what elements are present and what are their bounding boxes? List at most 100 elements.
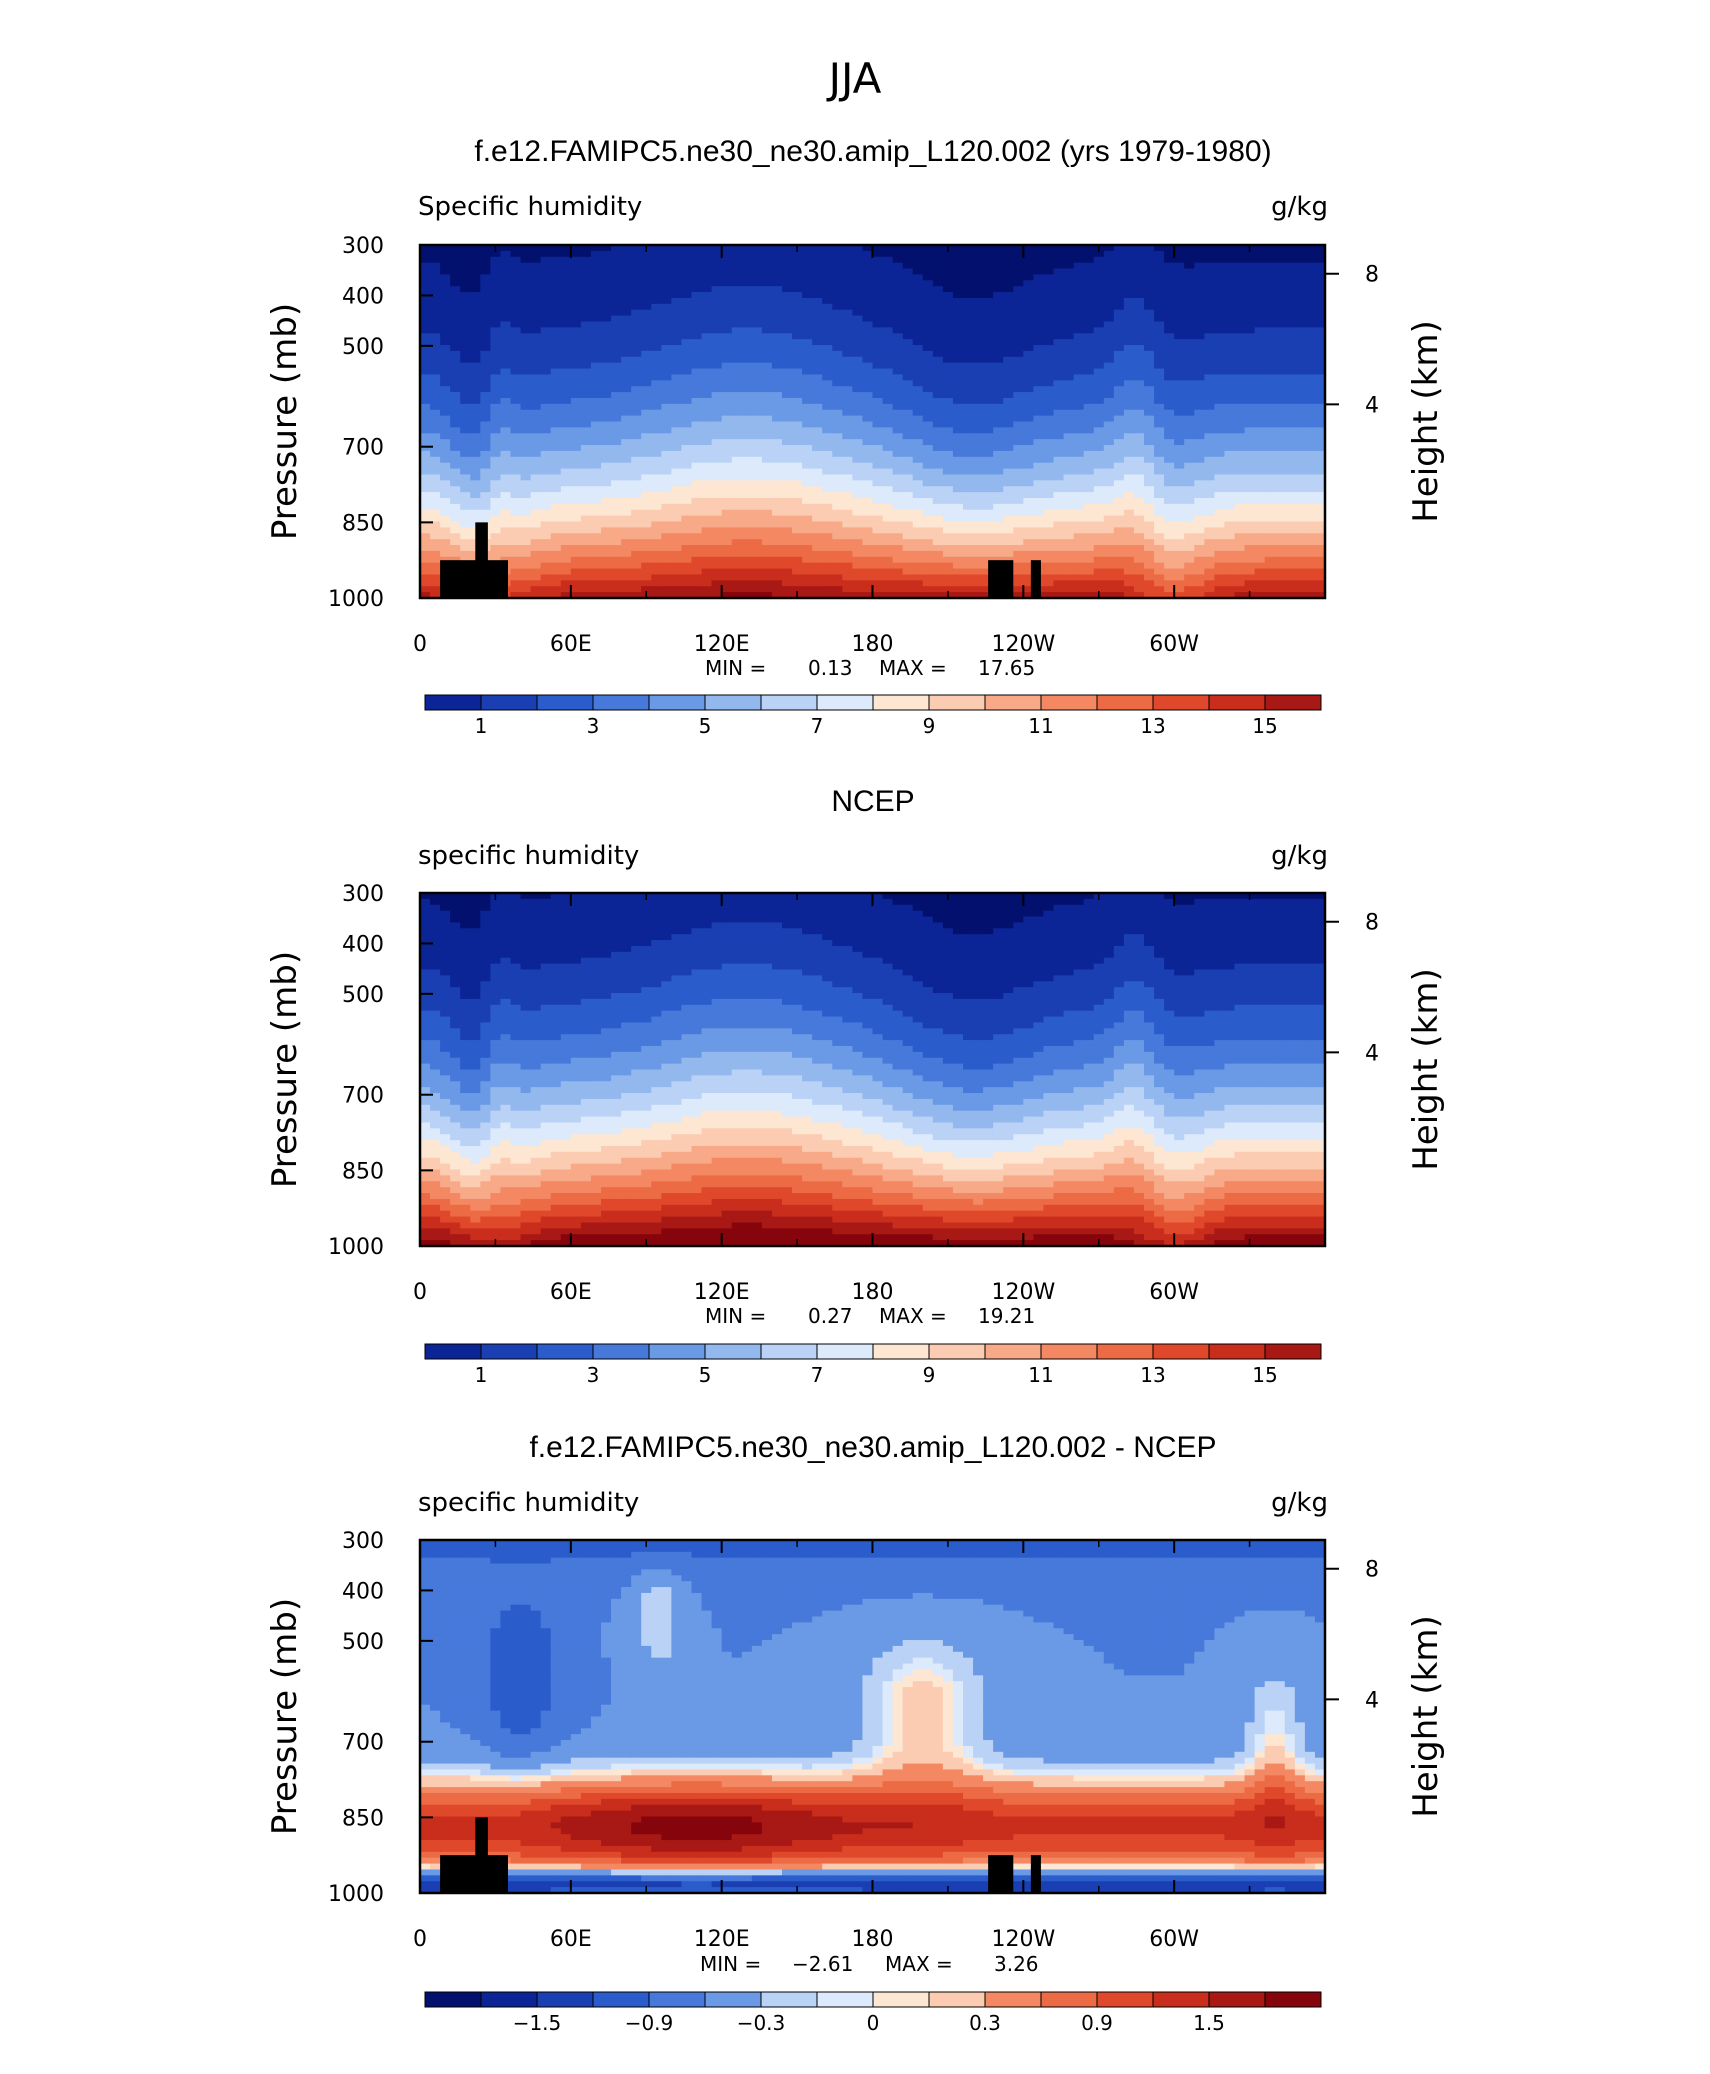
field-cell bbox=[1174, 450, 1185, 458]
field-cell bbox=[1154, 545, 1165, 552]
field-cell bbox=[842, 315, 853, 323]
field-cell bbox=[1103, 321, 1115, 328]
field-cell bbox=[430, 492, 441, 499]
field-cell bbox=[731, 574, 743, 581]
field-cell bbox=[580, 545, 592, 552]
field-cell bbox=[1103, 439, 1115, 446]
field-cell bbox=[842, 433, 853, 440]
field-cell bbox=[651, 386, 662, 393]
field-cell bbox=[1103, 462, 1115, 470]
field-cell bbox=[611, 268, 622, 276]
field-cell bbox=[420, 503, 431, 511]
field-cell bbox=[1043, 380, 1055, 387]
field-cell bbox=[1053, 386, 1065, 393]
field-cell bbox=[500, 374, 512, 381]
field-cell bbox=[641, 515, 652, 523]
field-cell bbox=[1013, 250, 1024, 258]
field-cell bbox=[601, 539, 612, 546]
field-cell bbox=[932, 574, 944, 581]
field-cell bbox=[1063, 250, 1075, 258]
field-cell bbox=[1103, 450, 1115, 458]
field-cell bbox=[611, 462, 622, 470]
field-cell bbox=[1154, 274, 1165, 281]
field-cell bbox=[440, 421, 451, 428]
field-cell bbox=[1224, 339, 1236, 346]
field-cell bbox=[1164, 580, 1175, 587]
field-cell bbox=[440, 374, 451, 381]
field-cell bbox=[1184, 503, 1195, 511]
field-cell bbox=[721, 286, 733, 293]
field-cell bbox=[550, 515, 562, 523]
field-cell bbox=[1244, 256, 1256, 264]
field-cell bbox=[661, 292, 672, 299]
field-cell bbox=[510, 397, 522, 405]
field-cell bbox=[1244, 362, 1256, 370]
field-cell bbox=[1154, 439, 1165, 446]
field-cell bbox=[1073, 286, 1085, 293]
field-cell bbox=[792, 568, 803, 576]
field-cell bbox=[611, 503, 622, 511]
field-cell bbox=[1053, 303, 1065, 311]
field-cell bbox=[420, 445, 431, 452]
field-cell bbox=[701, 350, 713, 358]
field-cell bbox=[510, 580, 522, 587]
field-cell bbox=[1204, 297, 1215, 305]
field-cell bbox=[661, 297, 672, 305]
field-cell bbox=[661, 545, 672, 552]
field-cell bbox=[490, 415, 502, 423]
field-cell bbox=[882, 427, 894, 434]
field-cell bbox=[580, 292, 592, 299]
field-cell bbox=[852, 456, 864, 464]
field-cell bbox=[1234, 497, 1246, 505]
field-cell bbox=[741, 268, 753, 276]
field-cell bbox=[621, 433, 632, 440]
field-cell bbox=[1234, 480, 1246, 487]
field-cell bbox=[852, 374, 864, 381]
field-cell bbox=[490, 486, 502, 493]
field-cell bbox=[1133, 262, 1145, 270]
field-cell bbox=[761, 386, 773, 393]
field-cell bbox=[1033, 386, 1045, 393]
field-cell bbox=[761, 286, 773, 293]
field-cell bbox=[993, 268, 1004, 276]
field-cell bbox=[872, 380, 884, 387]
field-cell bbox=[922, 509, 934, 517]
field-cell bbox=[530, 556, 542, 564]
field-cell bbox=[1164, 274, 1175, 281]
field-cell bbox=[862, 327, 874, 334]
field-cell bbox=[540, 268, 552, 276]
field-cell bbox=[1033, 356, 1045, 364]
field-cell bbox=[530, 468, 542, 476]
field-cell bbox=[993, 421, 1004, 428]
field-cell bbox=[1184, 280, 1195, 287]
field-cell bbox=[782, 397, 793, 405]
field-cell bbox=[721, 421, 733, 428]
field-cell bbox=[1234, 474, 1246, 481]
field-cell bbox=[1093, 527, 1105, 534]
field-cell bbox=[1204, 568, 1215, 576]
field-cell bbox=[1164, 339, 1175, 346]
field-cell bbox=[1043, 550, 1055, 558]
field-cell bbox=[932, 245, 944, 252]
field-cell bbox=[570, 392, 582, 399]
field-cell bbox=[540, 462, 552, 470]
field-cell bbox=[550, 327, 562, 334]
field-cell bbox=[1053, 568, 1065, 576]
field-cell bbox=[691, 309, 703, 317]
field-cell bbox=[952, 403, 964, 411]
field-cell bbox=[812, 256, 823, 264]
field-cell bbox=[932, 533, 944, 540]
field-cell bbox=[1013, 386, 1024, 393]
field-cell bbox=[1103, 550, 1115, 558]
field-cell bbox=[550, 427, 562, 434]
field-cell bbox=[621, 445, 632, 452]
field-cell bbox=[450, 474, 461, 481]
field-cell bbox=[802, 274, 813, 281]
field-cell bbox=[761, 592, 773, 598]
field-cell bbox=[450, 386, 461, 393]
field-cell bbox=[1113, 580, 1125, 587]
field-cell bbox=[973, 315, 984, 323]
field-cell bbox=[1194, 421, 1205, 428]
field-cell bbox=[641, 380, 652, 387]
field-cell bbox=[1083, 521, 1095, 528]
